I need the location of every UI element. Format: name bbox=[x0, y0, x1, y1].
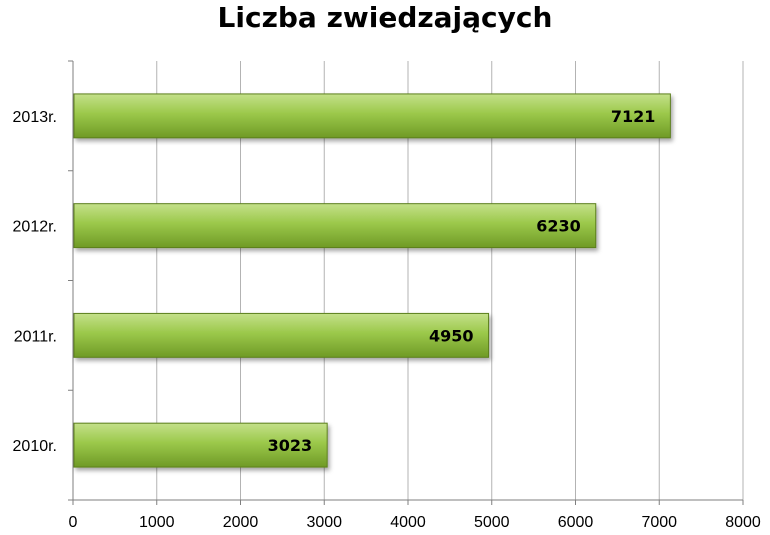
x-tick-label: 3000 bbox=[306, 514, 342, 531]
labels: 0 1000 2000 3000 4000 5000 6000 7000 8000 2013r. 7… bbox=[13, 107, 761, 531]
y-tick-label: 2013r. bbox=[13, 109, 57, 126]
x-tick-label: 0 bbox=[69, 514, 78, 531]
x-tick-label: 2000 bbox=[223, 514, 259, 531]
y-tick-label: 2011r. bbox=[14, 328, 57, 345]
x-tick-label: 4000 bbox=[390, 514, 426, 531]
x-tick-label: 7000 bbox=[641, 514, 677, 531]
x-tick-label: 8000 bbox=[725, 514, 761, 531]
bars bbox=[73, 93, 671, 468]
x-tick-label: 1000 bbox=[139, 514, 175, 531]
bar bbox=[73, 203, 597, 249]
y-tick-label: 2010r. bbox=[13, 438, 57, 455]
bar bbox=[73, 312, 490, 358]
axes bbox=[68, 60, 744, 505]
bar bbox=[73, 93, 671, 139]
bar bbox=[73, 422, 328, 468]
data-label: 6230 bbox=[536, 217, 581, 236]
data-label: 4950 bbox=[429, 326, 474, 345]
data-label: 7121 bbox=[611, 107, 656, 126]
x-tick-label: 6000 bbox=[558, 514, 594, 531]
chart-title: Liczba zwiedzających bbox=[217, 1, 553, 34]
x-tick-label: 5000 bbox=[474, 514, 510, 531]
y-tick-label: 2012r. bbox=[13, 219, 57, 236]
data-label: 3023 bbox=[268, 436, 313, 455]
